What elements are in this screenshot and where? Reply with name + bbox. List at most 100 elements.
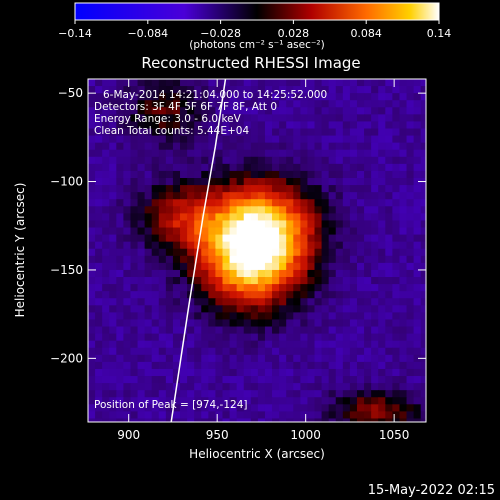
heatmap-pixel	[420, 206, 426, 214]
heatmap-pixel	[116, 170, 124, 179]
heatmap-pixel	[364, 305, 372, 313]
heatmap-pixel	[137, 170, 146, 179]
heatmap-pixel	[95, 206, 103, 214]
heatmap-pixel	[321, 121, 330, 130]
heatmap-pixel	[116, 376, 124, 384]
heatmap-pixel	[130, 305, 139, 313]
heatmap-pixel	[88, 284, 96, 292]
heatmap-pixel	[165, 234, 174, 243]
heatmap-pixel	[413, 79, 422, 87]
heatmap-pixel	[243, 206, 252, 214]
heatmap-pixel	[307, 340, 316, 349]
heatmap-pixel	[102, 347, 110, 356]
heatmap-pixel	[349, 220, 358, 229]
heatmap-pixel	[208, 262, 217, 271]
heatmap-pixel	[293, 156, 301, 165]
heatmap-pixel	[392, 199, 401, 207]
heatmap-pixel	[349, 298, 358, 306]
heatmap-pixel	[413, 100, 422, 108]
heatmap-pixel	[335, 149, 344, 158]
heatmap-pixel	[342, 178, 351, 186]
heatmap-pixel	[144, 354, 153, 363]
heatmap-pixel	[180, 170, 188, 179]
heatmap-pixel	[236, 312, 245, 321]
heatmap-pixel	[109, 213, 117, 222]
heatmap-pixel	[123, 163, 132, 172]
heatmap-pixel	[335, 220, 344, 229]
heatmap-pixel	[349, 234, 358, 243]
heatmap-pixel	[406, 149, 415, 158]
heatmap-pixel	[215, 291, 224, 299]
heatmap-pixel	[378, 100, 386, 108]
info-line: Energy Range: 3.0 - 6.0 keV	[94, 113, 242, 125]
heatmap-pixel	[314, 305, 323, 313]
heatmap-pixel	[144, 368, 153, 377]
heatmap-pixel	[130, 170, 139, 179]
heatmap-pixel	[116, 312, 124, 321]
heatmap-pixel	[307, 178, 316, 186]
heatmap-pixel	[321, 340, 330, 349]
heatmap-pixel	[293, 312, 301, 321]
heatmap-pixel	[399, 86, 408, 94]
heatmap-pixel	[293, 86, 301, 94]
heatmap-pixel	[420, 93, 426, 101]
x-tick-label: 950	[206, 428, 229, 442]
heatmap-pixel	[356, 86, 365, 94]
heatmap-pixel	[222, 241, 231, 250]
heatmap-pixel	[257, 241, 266, 250]
heatmap-pixel	[201, 390, 209, 398]
heatmap-pixel	[264, 326, 273, 335]
heatmap-pixel	[272, 156, 280, 165]
heatmap-pixel	[250, 277, 259, 285]
heatmap-pixel	[257, 163, 266, 172]
heatmap-pixel	[229, 312, 238, 321]
heatmap-pixel	[406, 192, 415, 200]
heatmap-pixel	[286, 86, 294, 94]
heatmap-pixel	[356, 149, 365, 158]
heatmap-pixel	[194, 79, 202, 87]
heatmap-pixel	[95, 100, 103, 108]
heatmap-pixel	[130, 107, 139, 115]
heatmap-pixel	[144, 199, 153, 207]
heatmap-pixel	[328, 163, 337, 172]
heatmap-pixel	[222, 135, 231, 144]
heatmap-pixel	[371, 354, 379, 363]
heatmap-pixel	[328, 86, 337, 94]
heatmap-pixel	[180, 128, 188, 137]
heatmap-pixel	[130, 100, 139, 108]
heatmap-pixel	[335, 248, 344, 257]
heatmap-pixel	[215, 361, 224, 370]
heatmap-pixel	[229, 114, 238, 123]
heatmap-pixel	[385, 185, 393, 193]
heatmap-pixel	[130, 298, 139, 306]
heatmap-pixel	[172, 376, 181, 384]
heatmap-pixel	[328, 340, 337, 349]
heatmap-pixel	[286, 390, 294, 398]
heatmap-pixel	[151, 135, 160, 144]
heatmap-pixel	[229, 383, 238, 391]
heatmap-pixel	[95, 333, 103, 342]
heatmap-pixel	[378, 128, 386, 137]
heatmap-pixel	[194, 340, 202, 349]
heatmap-pixel	[385, 100, 393, 108]
heatmap-pixel	[243, 93, 252, 101]
heatmap-pixel	[229, 234, 238, 243]
heatmap-pixel	[328, 199, 337, 207]
heatmap-pixel	[109, 100, 117, 108]
heatmap-pixel	[385, 312, 393, 321]
heatmap-pixel	[356, 340, 365, 349]
heatmap-pixel	[356, 178, 365, 186]
heatmap-pixel	[356, 347, 365, 356]
heatmap-pixel	[321, 291, 330, 299]
heatmap-pixel	[116, 227, 124, 236]
heatmap-pixel	[420, 404, 426, 412]
heatmap-pixel	[272, 326, 280, 335]
heatmap-pixel	[180, 298, 188, 306]
heatmap-pixel	[165, 333, 174, 342]
heatmap-pixel	[208, 234, 217, 243]
heatmap-pixel	[123, 248, 132, 257]
heatmap-pixel	[413, 128, 422, 137]
heatmap-pixel	[229, 347, 238, 356]
heatmap-pixel	[364, 142, 372, 151]
heatmap-pixel	[385, 93, 393, 101]
